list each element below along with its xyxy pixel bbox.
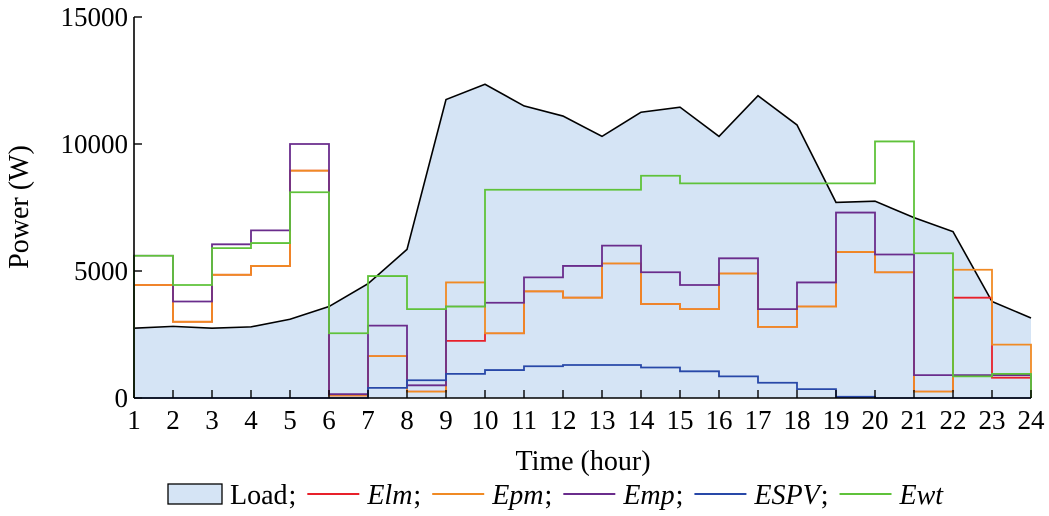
- y-axis-title: Power (W): [4, 145, 35, 269]
- x-tick-label-2: 2: [166, 405, 180, 435]
- x-tick-label-23: 23: [979, 405, 1006, 435]
- legend-separator: ;: [676, 480, 684, 511]
- legend-label-ewt: Ewt: [899, 480, 945, 511]
- x-tick-label-10: 10: [472, 405, 499, 435]
- legend-label-emp: Emp: [622, 480, 674, 511]
- x-axis-title: Time (hour): [515, 446, 650, 477]
- legend-separator: ;: [545, 480, 553, 511]
- x-tick-label-8: 8: [400, 405, 414, 435]
- x-tick-label-5: 5: [283, 405, 297, 435]
- x-tick-label-11: 11: [511, 405, 537, 435]
- x-tick-label-14: 14: [628, 405, 656, 435]
- y-tick-label-5000: 5000: [74, 256, 128, 286]
- x-tick-label-21: 21: [901, 405, 928, 435]
- x-tick-label-12: 12: [550, 405, 577, 435]
- x-tick-label-17: 17: [745, 405, 772, 435]
- plot-area: [133, 83, 1032, 399]
- emp-step-line: [133, 143, 1032, 398]
- x-tick-label-16: 16: [706, 405, 733, 435]
- x-tick-label-7: 7: [361, 405, 375, 435]
- x-tick-label-15: 15: [667, 405, 694, 435]
- x-tick-label-18: 18: [784, 405, 811, 435]
- x-tick-label-1: 1: [127, 405, 141, 435]
- y-tick-label-10000: 10000: [61, 129, 129, 159]
- legend-label-load: Load: [230, 480, 288, 511]
- legend-swatch-load: [167, 483, 223, 505]
- legend: Load; Elm; Epm; Emp; ESPV; Ewt: [167, 480, 945, 511]
- load-area-line: [133, 83, 1032, 329]
- legend-separator: ;: [289, 480, 297, 511]
- x-tick-label-13: 13: [589, 405, 616, 435]
- x-tick-label-20: 20: [862, 405, 889, 435]
- x-tick-label-22: 22: [940, 405, 967, 435]
- y-tick-label-0: 0: [115, 383, 129, 413]
- legend-label-epm: Epm: [491, 480, 543, 511]
- legend-separator: ;: [413, 480, 421, 511]
- axes: 1 2 3 4 5 6 7 8 9 10 11 12 13 14 15 16 17 18 19 20 21 22 23 240…: [61, 2, 1046, 435]
- legend-label-elm: Elm: [366, 480, 412, 511]
- legend-label-espv: ESPV: [753, 480, 822, 511]
- x-tick-label-9: 9: [439, 405, 453, 435]
- x-tick-label-24: 24: [1018, 405, 1046, 435]
- x-tick-label-4: 4: [244, 405, 258, 435]
- x-tick-label-19: 19: [823, 405, 850, 435]
- x-tick-label-6: 6: [322, 405, 336, 435]
- epm-step-line: [133, 169, 1032, 398]
- load-area-fill: [134, 84, 1031, 398]
- y-tick-label-15000: 15000: [61, 2, 129, 32]
- x-tick-label-3: 3: [205, 405, 219, 435]
- legend-separator: ;: [821, 480, 829, 511]
- ewt-step-line: [133, 140, 1032, 398]
